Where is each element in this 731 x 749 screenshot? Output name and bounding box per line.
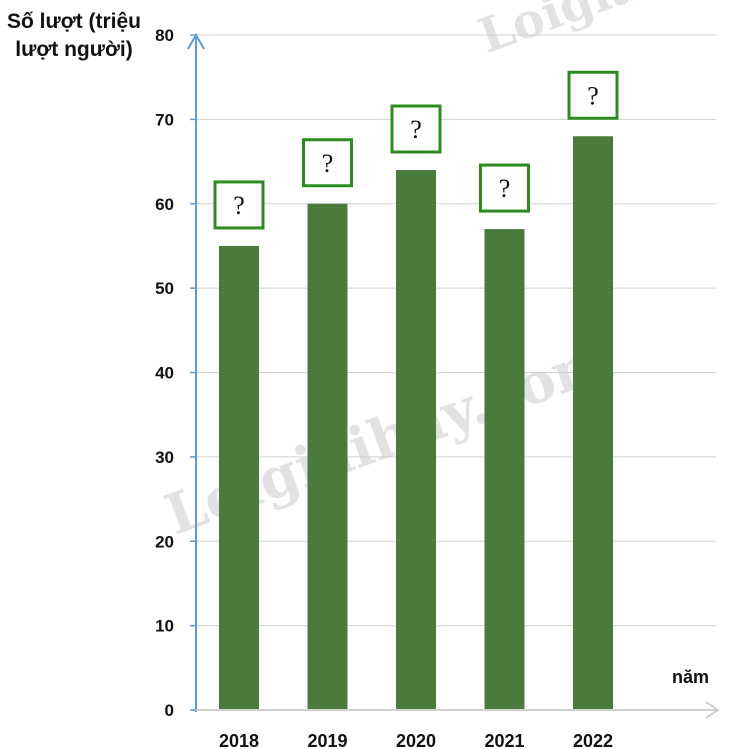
data-label-box (302, 138, 353, 188)
data-label-box (213, 180, 265, 230)
bar (307, 203, 348, 710)
y-tick-label: 10 (155, 617, 174, 636)
data-label-box (390, 104, 442, 154)
data-label-box (567, 70, 619, 120)
bar (484, 229, 525, 710)
y-tick-label: 40 (155, 364, 174, 383)
x-tick-label: 2021 (484, 731, 524, 749)
y-tick-label: 50 (155, 279, 174, 298)
bar (396, 170, 436, 710)
y-axis-arrow (187, 32, 205, 50)
x-tick-label: 2020 (396, 731, 436, 749)
y-tick-label: 80 (155, 26, 174, 45)
y-axis-title: Số lượt (triệu lượt người) (7, 10, 141, 61)
y-tick-label: 30 (155, 448, 174, 467)
x-axis-arrow (705, 701, 720, 719)
x-tick-label: 2022 (573, 731, 613, 749)
data-label: ? (410, 115, 422, 144)
x-tick-label: 2018 (219, 731, 259, 749)
data-label-box (479, 163, 530, 213)
data-label: ? (587, 81, 599, 110)
y-tick-label: 60 (155, 195, 174, 214)
data-label: ? (499, 174, 511, 203)
bar (573, 136, 613, 710)
y-tick-label: 0 (165, 701, 174, 720)
bar (219, 245, 259, 710)
y-tick-label: 20 (155, 532, 174, 551)
y-tick-label: 70 (155, 110, 174, 129)
data-label: ? (233, 191, 245, 220)
x-axis-title: năm (672, 667, 710, 687)
x-tick-label: 2019 (307, 731, 347, 749)
watermark-top: Loigia (472, 0, 648, 65)
data-label: ? (322, 149, 334, 178)
